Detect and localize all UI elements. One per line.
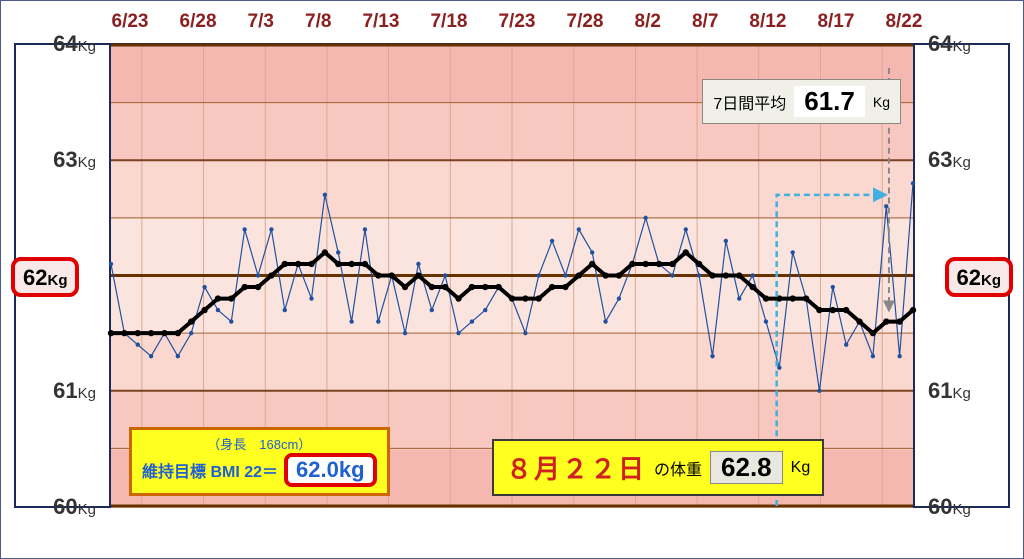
bmi-label: 維持目標 BMI 22＝ bbox=[142, 458, 278, 482]
y-tick-left: 61Kg bbox=[31, 378, 96, 404]
y-tick-right: 64Kg bbox=[928, 31, 993, 57]
seven-day-avg-box: 7日間平均 61.7 Kg bbox=[702, 79, 901, 124]
date-label: 7/18 bbox=[430, 11, 467, 33]
date-label: 7/8 bbox=[305, 11, 331, 33]
date-label: 7/13 bbox=[362, 11, 399, 33]
y-tick-right: 60Kg bbox=[928, 494, 993, 520]
avg-label: 7日間平均 bbox=[713, 90, 786, 114]
date-label: 7/3 bbox=[248, 11, 274, 33]
avg-unit: Kg bbox=[873, 94, 890, 110]
bmi-value: 62.0kg bbox=[284, 453, 377, 487]
date-label: 8/12 bbox=[749, 11, 786, 33]
date-label: 8/2 bbox=[635, 11, 661, 33]
y-tick-left: 60Kg bbox=[31, 494, 96, 520]
bmi-height-text: （身長 168cm） bbox=[142, 434, 377, 453]
bmi-target-box: （身長 168cm） 維持目標 BMI 22＝ 62.0kg bbox=[129, 427, 390, 496]
y-emphasis-right: 62Kg bbox=[945, 257, 1013, 297]
date-axis: 6/23 6/28 7/3 7/8 7/13 7/18 7/23 7/28 8/2 8/7 8/12… bbox=[1, 1, 1023, 43]
y-tick-right: 61Kg bbox=[928, 378, 993, 404]
date-label: 8/22 bbox=[885, 11, 922, 33]
weight-chart-container: 6/23 6/28 7/3 7/8 7/13 7/18 7/23 7/28 8/2 8/7 8/12… bbox=[0, 0, 1024, 559]
y-tick-left: 64Kg bbox=[31, 31, 96, 57]
date-label: 7/28 bbox=[567, 11, 604, 33]
y-tick-right: 63Kg bbox=[928, 147, 993, 173]
date-label: 6/28 bbox=[180, 11, 217, 33]
y-tick-left: 63Kg bbox=[31, 147, 96, 173]
today-value: 62.8 bbox=[710, 451, 783, 484]
today-label: の体重 bbox=[654, 456, 702, 480]
date-label: 6/23 bbox=[112, 11, 149, 33]
date-label: 8/7 bbox=[692, 11, 718, 33]
today-weight-box: ８月２２日 の体重 62.8 Kg bbox=[492, 439, 824, 496]
today-date: ８月２２日 bbox=[506, 449, 646, 486]
y-emphasis-left: 62Kg bbox=[11, 257, 79, 297]
date-label: 8/17 bbox=[817, 11, 854, 33]
bmi-bottom-row: 維持目標 BMI 22＝ 62.0kg bbox=[142, 453, 377, 487]
date-label: 7/23 bbox=[498, 11, 535, 33]
avg-value: 61.7 bbox=[794, 86, 865, 117]
today-unit: Kg bbox=[791, 459, 811, 477]
